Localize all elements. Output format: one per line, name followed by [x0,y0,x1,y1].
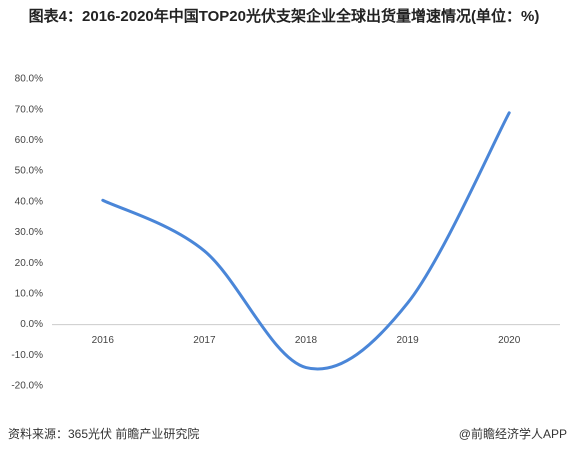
y-tick-label: 10.0% [15,289,43,300]
chart-title: 图表4：2016-2020年中国TOP20光伏支架企业全球出货量增速情况(单位：… [28,8,540,25]
y-tick-label: 0.0% [20,319,43,330]
brand: @前瞻经济学人APP [458,427,567,441]
x-tick-label: 2018 [295,335,318,346]
y-tick-label: 40.0% [15,196,43,207]
x-tick-label: 2020 [498,335,521,346]
x-tick-label: 2017 [193,335,216,346]
x-tick-label: 2019 [396,335,419,346]
x-tick-label: 2016 [92,335,115,346]
line-series [101,111,511,371]
y-tick-label: 80.0% [15,74,43,85]
y-tick-label: 30.0% [15,227,43,238]
y-tick-label: 70.0% [15,104,43,115]
y-tick-label: -20.0% [11,381,43,392]
y-tick-label: 50.0% [15,166,43,177]
y-tick-label: 20.0% [15,258,43,269]
y-tick-label: -10.0% [11,350,43,361]
source-note: 资料来源：365光伏 前瞻产业研究院 [8,427,200,441]
y-tick-label: 60.0% [15,135,43,146]
